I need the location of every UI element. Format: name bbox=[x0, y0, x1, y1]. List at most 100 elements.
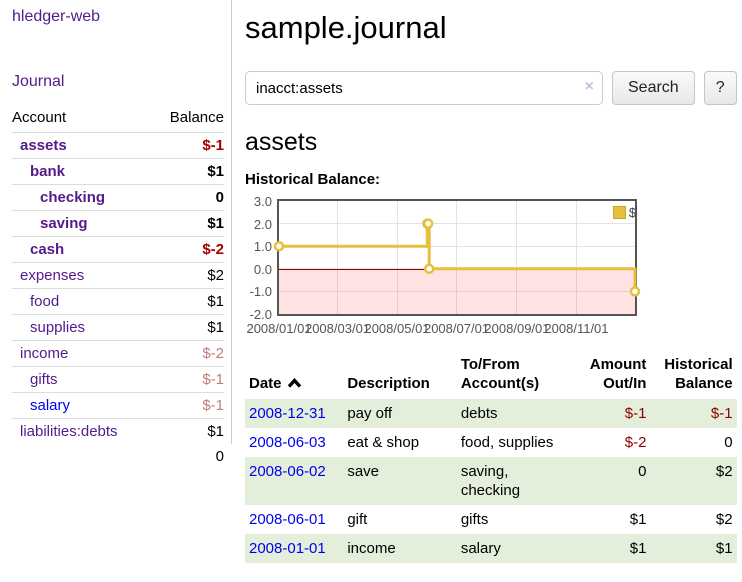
balance-series bbox=[273, 218, 641, 297]
account-link[interactable]: salary bbox=[30, 397, 71, 414]
transaction-balance: $2 bbox=[715, 511, 733, 528]
accounts-table-header: Account Balance bbox=[12, 105, 224, 133]
transaction-description: eat & shop bbox=[347, 434, 420, 451]
accounts-header-account: Account bbox=[12, 105, 153, 133]
account-row: expenses $2 bbox=[12, 262, 224, 289]
transaction-date-link[interactable]: 2008-06-02 bbox=[249, 463, 326, 480]
clear-search-icon[interactable]: × bbox=[584, 78, 594, 95]
register-header-accounts: To/From Account(s) bbox=[460, 356, 540, 392]
transaction-description: pay off bbox=[347, 405, 393, 422]
chart-title: Historical Balance: bbox=[245, 171, 381, 188]
account-name-cell: supplies bbox=[12, 314, 153, 341]
transaction-date-cell: 2008-06-01 bbox=[245, 505, 343, 534]
account-name-cell: assets bbox=[12, 133, 152, 159]
search-button[interactable]: Search bbox=[612, 71, 695, 105]
search-form: × Search ? bbox=[245, 71, 737, 105]
transaction-row: 2008-12-31 pay off debts $-1 $-1 bbox=[245, 399, 737, 428]
main-content: sample.journal × Search ? assets Histori… bbox=[232, 0, 742, 582]
account-link[interactable]: liabilities:debts bbox=[20, 423, 118, 440]
account-link[interactable]: supplies bbox=[30, 319, 86, 336]
account-name-cell: income bbox=[12, 340, 153, 367]
account-balance: $1 bbox=[152, 158, 224, 185]
transaction-row: 2008-01-01 income salary $1 $1 bbox=[245, 534, 737, 563]
sidebar: hledger-web Journal Account Balance asse… bbox=[0, 0, 232, 465]
account-name-cell: gifts bbox=[12, 366, 153, 393]
accounts-total-row: 0 bbox=[12, 444, 224, 469]
account-balance: $-1 bbox=[152, 392, 224, 419]
account-balance: $1 bbox=[152, 314, 224, 341]
negative-region bbox=[279, 268, 635, 314]
account-link[interactable]: saving bbox=[40, 215, 88, 232]
y-tick-label: 3.0 bbox=[253, 194, 272, 209]
y-tick-label: -1.0 bbox=[249, 284, 272, 300]
transaction-amount: $1 bbox=[629, 511, 647, 528]
account-name-cell: expenses bbox=[12, 262, 153, 289]
transaction-date-link[interactable]: 2008-01-01 bbox=[249, 540, 326, 557]
y-tick-label: 1.0 bbox=[253, 239, 272, 255]
y-tick-label: 0.0 bbox=[253, 261, 272, 277]
transaction-description: save bbox=[347, 463, 379, 480]
y-tick-label: 2.0 bbox=[253, 216, 272, 232]
account-link[interactable]: checking bbox=[40, 189, 106, 206]
gridline bbox=[279, 245, 635, 247]
accounts-header-balance: Balance bbox=[152, 105, 224, 133]
account-link[interactable]: gifts bbox=[30, 371, 58, 388]
data-point-marker bbox=[273, 240, 285, 252]
account-link[interactable]: assets bbox=[20, 137, 67, 154]
sidebar-item-journal[interactable]: Journal bbox=[12, 73, 65, 90]
gridline bbox=[575, 201, 577, 314]
data-point-marker bbox=[629, 286, 641, 297]
transaction-description: income bbox=[347, 540, 396, 557]
transaction-balance: 0 bbox=[724, 434, 733, 451]
account-balance: $2 bbox=[152, 262, 224, 289]
register-header-amount: Amount Out/In bbox=[589, 356, 647, 392]
x-tick-label: 2008/07/01 bbox=[423, 321, 490, 336]
account-link[interactable]: bank bbox=[30, 163, 66, 180]
gridline bbox=[279, 290, 635, 292]
transaction-description: gift bbox=[347, 511, 368, 528]
transaction-date-link[interactable]: 2008-12-31 bbox=[249, 405, 326, 422]
legend-swatch-icon bbox=[612, 206, 626, 219]
account-balance: $-2 bbox=[152, 340, 224, 367]
x-tick-label: 2008/05/01 bbox=[364, 321, 430, 336]
account-balance: 0 bbox=[152, 184, 224, 211]
account-name-cell: saving bbox=[12, 210, 153, 237]
account-name-cell: food bbox=[12, 288, 153, 315]
account-balance: $1 bbox=[152, 418, 224, 444]
transaction-date-link[interactable]: 2008-06-03 bbox=[249, 434, 326, 451]
account-row: cash $-2 bbox=[12, 236, 224, 263]
account-row: bank $1 bbox=[12, 158, 224, 185]
search-input[interactable] bbox=[245, 71, 603, 105]
chart-plot-area bbox=[273, 199, 641, 316]
account-row: income $-2 bbox=[12, 340, 224, 367]
app-brand-link[interactable]: hledger-web bbox=[12, 8, 101, 25]
account-link[interactable]: food bbox=[30, 293, 60, 310]
x-tick-label: 2008/11/01 bbox=[544, 321, 609, 336]
account-link[interactable]: cash bbox=[30, 241, 65, 258]
account-row: food $1 bbox=[12, 288, 224, 315]
transaction-accounts: gifts bbox=[460, 511, 489, 528]
transaction-accounts: debts bbox=[460, 405, 498, 422]
x-tick-label: 2008/03/01 bbox=[304, 321, 371, 336]
legend-label: $ bbox=[628, 205, 636, 220]
accounts-total-spacer bbox=[12, 444, 152, 469]
help-button[interactable]: ? bbox=[703, 71, 737, 105]
historical-balance-chart: $ 3.0 2.0 1.0 0.0 -1.0 -2.0 2008/01/01 2008/03/… bbox=[245, 194, 645, 337]
transaction-amount: $-1 bbox=[624, 405, 647, 422]
account-link[interactable]: income bbox=[20, 345, 69, 362]
account-row: liabilities:debts $1 bbox=[12, 418, 224, 444]
account-row: saving $1 bbox=[12, 210, 224, 237]
y-tick-label: -2.0 bbox=[249, 307, 272, 322]
account-link[interactable]: expenses bbox=[20, 267, 85, 284]
transaction-date-cell: 2008-06-03 bbox=[245, 428, 343, 457]
register-header-balance: Historical Balance bbox=[664, 356, 733, 392]
gridline bbox=[456, 201, 457, 314]
account-row: supplies $1 bbox=[12, 314, 224, 341]
transaction-date-link[interactable]: 2008-06-01 bbox=[249, 511, 326, 528]
account-balance: $1 bbox=[152, 210, 224, 237]
x-tick-label: 2008/09/01 bbox=[484, 321, 550, 336]
transaction-accounts: salary bbox=[460, 540, 501, 557]
register-header-date[interactable]: Date bbox=[245, 351, 343, 399]
transaction-date-cell: 2008-12-31 bbox=[245, 399, 343, 428]
account-heading: assets bbox=[245, 128, 318, 156]
